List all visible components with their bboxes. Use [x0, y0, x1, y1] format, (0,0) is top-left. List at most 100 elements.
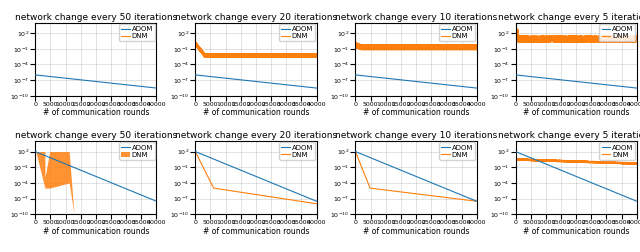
ADOM [249, 174, 257, 177]
ADOM [403, 171, 410, 174]
Line: DNM: DNM [355, 151, 477, 201]
DNM [513, 27, 520, 30]
ADOM [351, 150, 359, 153]
Line: ADOM: ADOM [35, 75, 157, 88]
ADOM [243, 171, 250, 174]
DNM [358, 48, 366, 51]
ADOM [83, 171, 91, 174]
Line: ADOM: ADOM [35, 151, 157, 201]
ADOM [143, 196, 150, 199]
Legend: ADOM, DNM: ADOM, DNM [119, 24, 155, 41]
DNM [629, 40, 637, 43]
ADOM [243, 79, 250, 82]
ADOM [89, 80, 97, 83]
DNM [31, 105, 39, 108]
DNM [243, 52, 250, 55]
ADOM [570, 174, 577, 177]
Line: DNM: DNM [195, 151, 317, 204]
ADOM [403, 79, 410, 82]
Line: DNM: DNM [515, 29, 637, 43]
ADOM [409, 80, 417, 83]
ADOM [473, 86, 481, 89]
DNM [280, 53, 287, 56]
ADOM [463, 85, 471, 88]
DNM [243, 52, 251, 55]
ADOM [409, 174, 417, 177]
ADOM [153, 86, 161, 89]
ADOM [469, 198, 477, 201]
DNM [83, 105, 90, 108]
DNM [511, 159, 519, 162]
DNM [303, 201, 310, 204]
Line: ADOM: ADOM [515, 151, 637, 201]
ADOM [31, 73, 39, 76]
ADOM [243, 171, 251, 174]
Line: DNM: DNM [355, 43, 477, 50]
ADOM [570, 80, 577, 83]
DNM [564, 159, 572, 162]
ADOM [440, 83, 447, 86]
ADOM [633, 200, 640, 203]
ADOM [600, 83, 607, 86]
Legend: ADOM, DNM: ADOM, DNM [279, 24, 316, 41]
ADOM [143, 85, 150, 88]
ADOM [469, 86, 477, 89]
ADOM [83, 79, 91, 82]
DNM [570, 38, 577, 41]
ADOM [629, 86, 637, 89]
DNM [352, 41, 360, 44]
DNM [243, 192, 250, 195]
Line: ADOM: ADOM [195, 75, 317, 88]
DNM [629, 161, 637, 164]
DNM [403, 191, 411, 194]
Line: ADOM: ADOM [195, 151, 317, 201]
Line: DNM: DNM [35, 44, 157, 106]
DNM [518, 41, 526, 44]
Legend: ADOM, DNM: ADOM, DNM [119, 142, 155, 160]
ADOM [280, 83, 287, 86]
Title: network change every 50 iterations: network change every 50 iterations [15, 131, 177, 140]
ADOM [153, 200, 161, 203]
ADOM [309, 86, 317, 89]
ADOM [623, 196, 631, 199]
X-axis label: # of communication rounds: # of communication rounds [523, 108, 629, 117]
ADOM [629, 198, 637, 201]
ADOM [191, 73, 199, 76]
ADOM [563, 79, 570, 82]
X-axis label: # of communication rounds: # of communication rounds [43, 108, 149, 117]
Line: DNM: DNM [515, 159, 637, 164]
ADOM [280, 186, 287, 189]
ADOM [564, 79, 572, 82]
DNM [564, 36, 572, 39]
ADOM [600, 186, 607, 189]
DNM [563, 39, 570, 42]
DNM [191, 150, 199, 153]
ADOM [120, 186, 127, 189]
X-axis label: # of communication rounds: # of communication rounds [203, 108, 309, 117]
X-axis label: # of communication rounds: # of communication rounds [363, 227, 469, 236]
DNM [469, 47, 477, 50]
DNM [440, 196, 447, 199]
DNM [309, 202, 317, 205]
ADOM [249, 80, 257, 83]
DNM [303, 55, 311, 58]
DNM [83, 105, 91, 108]
Line: ADOM: ADOM [355, 75, 477, 88]
X-axis label: # of communication rounds: # of communication rounds [203, 227, 309, 236]
ADOM [191, 150, 199, 153]
DNM [313, 55, 321, 58]
X-axis label: # of communication rounds: # of communication rounds [363, 108, 469, 117]
Line: ADOM: ADOM [515, 75, 637, 88]
DNM [191, 40, 199, 43]
ADOM [149, 198, 157, 201]
ADOM [403, 79, 411, 82]
ADOM [149, 86, 157, 89]
DNM [309, 56, 317, 59]
DNM [623, 162, 631, 165]
DNM [153, 105, 161, 108]
DNM [440, 44, 447, 47]
ADOM [303, 85, 310, 88]
DNM [473, 200, 481, 203]
DNM [600, 37, 607, 40]
DNM [511, 33, 519, 36]
